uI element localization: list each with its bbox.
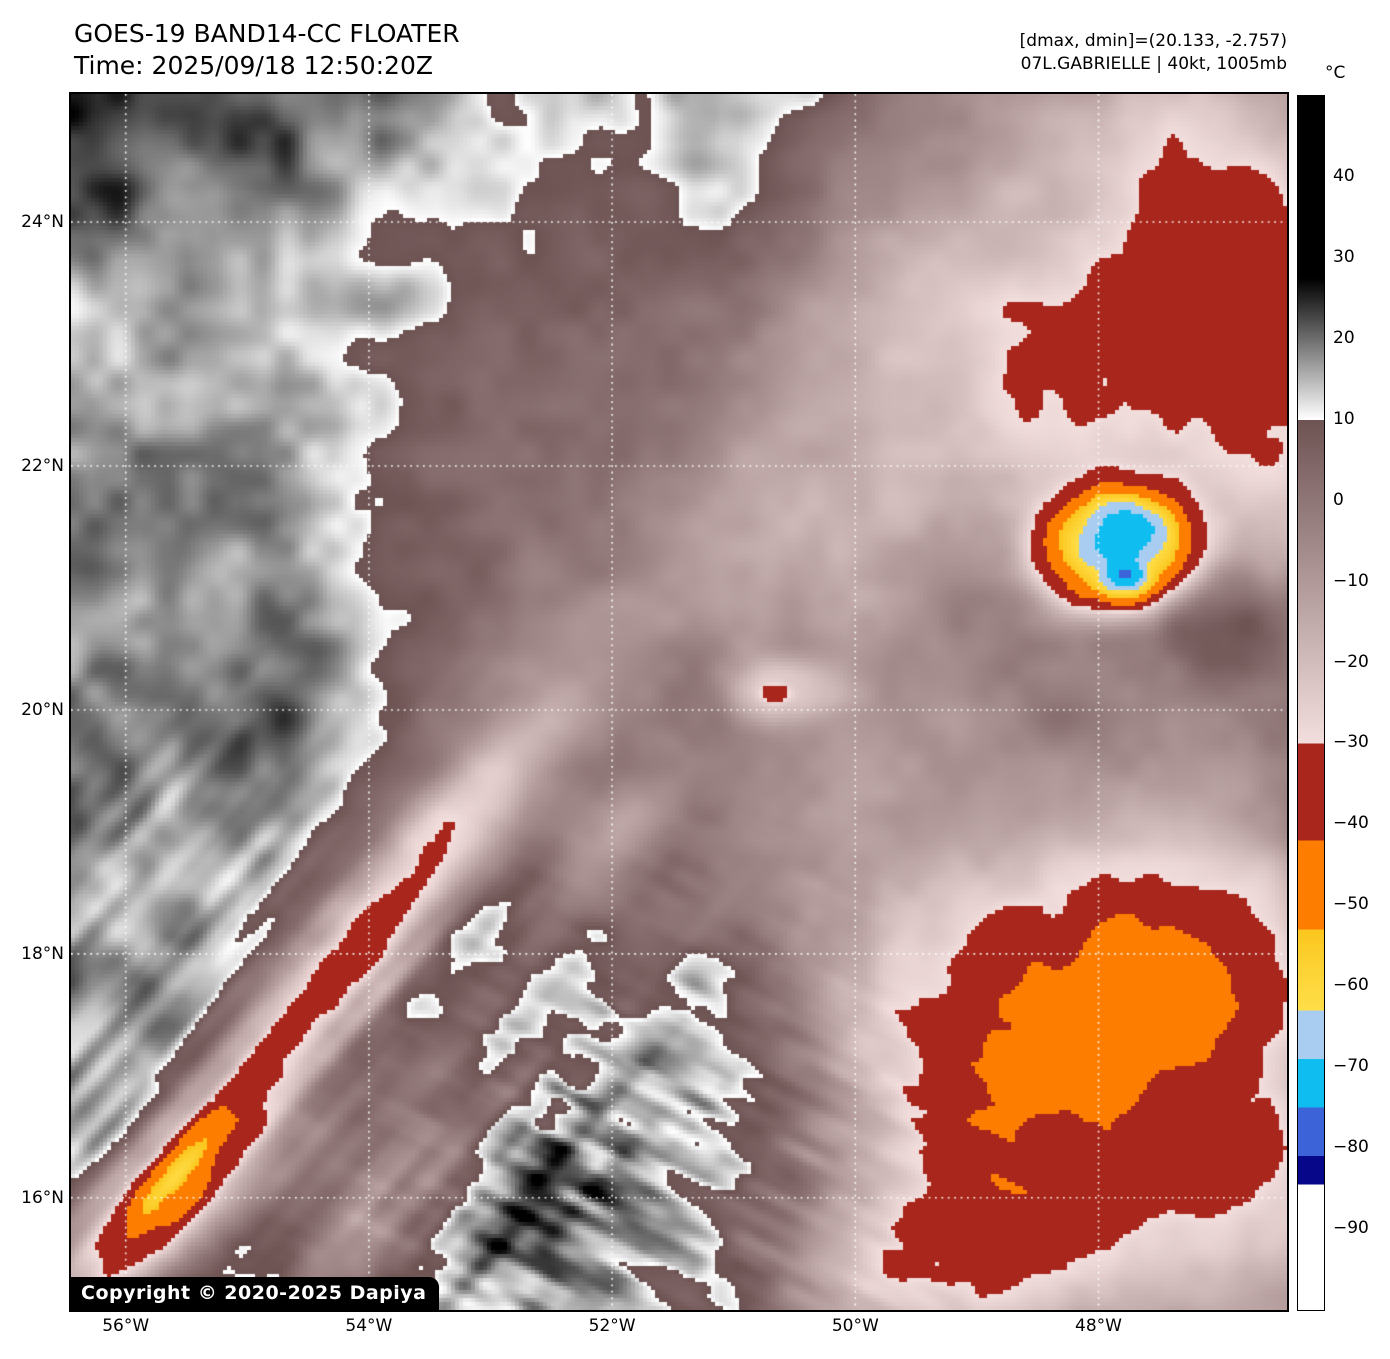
satellite-map: Copyright © 2020-2025 Dapiya [69, 92, 1289, 1312]
storm-info: 07L.GABRIELLE | 40kt, 1005mb [1020, 54, 1287, 75]
colorbar-unit-label: °C [1325, 63, 1346, 83]
y-axis-label: 22°N [21, 455, 64, 476]
colorbar-tick-label: 10 [1333, 408, 1355, 429]
colorbar-tick-label: −50 [1333, 894, 1369, 915]
dmax-dmin-readout: [dmax, dmin]=(20.133, -2.757) [1019, 31, 1287, 51]
colorbar-tick-label: −40 [1333, 813, 1369, 834]
x-axis-label: 54°W [345, 1316, 393, 1336]
annotation-block: [dmax, dmin]=(20.133, -2.757) 07L.GABRIE… [1020, 30, 1287, 77]
colorbar-tick-label: 30 [1333, 246, 1355, 267]
x-axis-label: 56°W [102, 1316, 150, 1336]
page-title: GOES-19 BAND14-CC FLOATER [74, 19, 460, 48]
colorbar-tick-label: −80 [1333, 1137, 1369, 1158]
timestamp: Time: 2025/09/18 12:50:20Z [74, 51, 433, 80]
colorbar-tick-label: −10 [1333, 570, 1369, 591]
colorbar-tick-label: −60 [1333, 975, 1369, 996]
copyright-badge: Copyright © 2020-2025 Dapiya [71, 1277, 440, 1310]
colorbar-tick-label: −30 [1333, 732, 1369, 753]
satellite-image-canvas [71, 94, 1287, 1310]
y-axis-label: 16°N [21, 1187, 64, 1208]
colorbar-tick-label: −90 [1333, 1218, 1369, 1239]
y-axis-label: 18°N [21, 943, 64, 964]
x-axis-label: 48°W [1075, 1316, 1122, 1336]
colorbar-tick-label: 40 [1333, 165, 1355, 186]
y-axis-label: 24°N [21, 212, 64, 233]
colorbar-tick-label: 20 [1333, 327, 1355, 348]
colorbar-tick-label: 0 [1333, 489, 1344, 510]
colorbar-tick-label: −20 [1333, 651, 1369, 672]
x-axis-label: 52°W [588, 1316, 636, 1336]
y-axis-label: 20°N [21, 699, 64, 720]
colorbar-tick-label: −70 [1333, 1056, 1369, 1077]
colorbar [1297, 95, 1325, 1311]
x-axis-label: 50°W [831, 1316, 879, 1336]
title-block: GOES-19 BAND14-CC FLOATER Time: 2025/09/… [74, 18, 460, 82]
